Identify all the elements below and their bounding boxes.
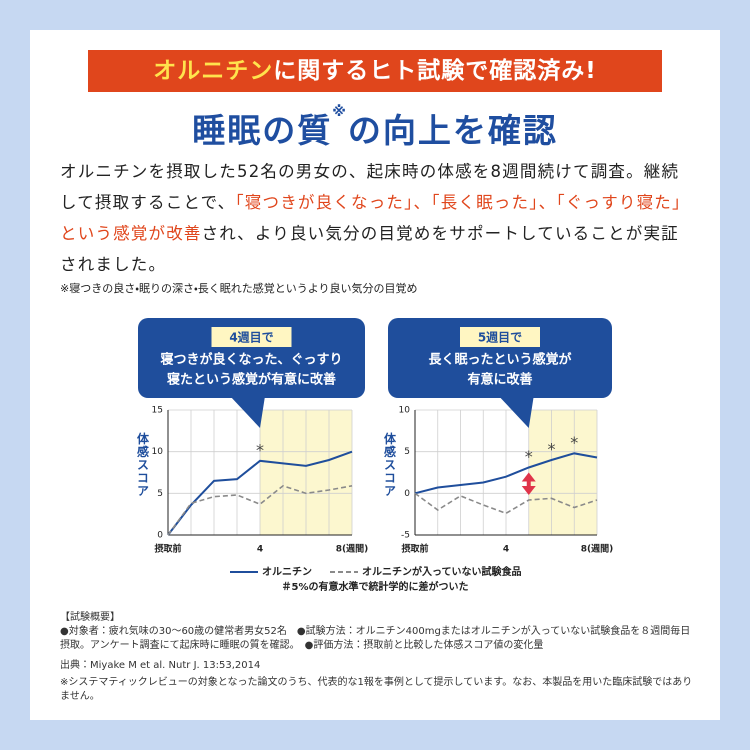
text-segment: 睡眠の質	[192, 111, 333, 150]
significance-mark: *	[548, 440, 556, 459]
summary-text: ●対象者：疲れ気味の30～60歳の健常者男女52名 ●試験方法：オルニチン400…	[60, 626, 691, 651]
significance-mark: *	[256, 440, 264, 459]
difference-arrow-head	[521, 472, 536, 482]
legend-label: オルニチンが入っていない試験食品	[362, 565, 522, 578]
series-line	[167, 450, 353, 536]
text-segment: 「寝つきが良くなった」、「長く眠った」、「ぐっすり寝た」という感覚が改善	[60, 193, 690, 243]
text-segment: され、より良い気分の目覚めをサポートしていることが実証されました。	[60, 224, 679, 274]
significance-mark: *	[525, 447, 533, 466]
x-tick-label: 摂取前	[401, 543, 428, 555]
callout-heading-box	[460, 327, 540, 347]
y-tick-label: 0	[404, 489, 410, 499]
callout-box	[388, 318, 612, 398]
callout-text: 寝つきが良くなった、ぐっすり	[160, 352, 342, 368]
body-text: オルニチンを摂取した52名の男女の、起床時の体感を8週間続けて調査。継続して摂取…	[60, 156, 694, 280]
y-tick-label: 5	[404, 447, 410, 457]
series-line	[414, 452, 598, 495]
y-tick-label: 5	[157, 489, 163, 499]
legend-label: オルニチン	[262, 566, 312, 578]
significance-mark: *	[570, 433, 578, 452]
text-segment: オルニチンを摂取した52名の男女の、起床時の体感を8週間続けて調査。継続して摂取…	[60, 162, 680, 212]
difference-arrow-head	[521, 486, 536, 495]
footnote: ※システマティックレビューの対象となった論文のうち、代表的な1報を事例として提示…	[60, 677, 693, 702]
x-tick-label: 8(週間)	[581, 544, 614, 555]
callout-text: 寝たという感覚が有意に改善	[167, 372, 336, 388]
callout-heading: 4週目で	[229, 330, 273, 345]
y-tick-label: 10	[399, 406, 411, 416]
headline: 睡眠の質※の向上を確認	[30, 104, 720, 152]
y-tick-label: 0	[157, 531, 163, 541]
source: 出典：Miyake M et al. Nutr J. 13:53,2014	[60, 660, 261, 671]
shaded-region	[528, 410, 597, 535]
text-segment: オルニチン	[153, 58, 274, 84]
body-note: ※寝つきの良さ・眠りの深さ・長く眠れた感覚というより良い気分の目覚め	[60, 282, 418, 295]
summary-heading: 【試験概要】	[60, 612, 120, 623]
callout-text: 有意に改善	[467, 372, 532, 388]
callout-pointer	[230, 396, 265, 428]
callout-box	[138, 318, 365, 398]
y-tick-label: -5	[401, 531, 410, 541]
x-tick-label: 8(週間)	[336, 544, 369, 555]
callout-heading: 5週目で	[478, 330, 522, 345]
y-tick-label: 15	[152, 406, 163, 416]
text-segment: ※	[332, 104, 348, 120]
y-tick-label: 10	[152, 447, 164, 457]
text-segment: に関するヒト試験で確認済み!	[273, 58, 597, 84]
x-tick-label: 4	[257, 545, 263, 555]
y-axis-label: 体感スコア	[383, 431, 397, 497]
series-line	[414, 492, 598, 515]
text-segment: の向上を確認	[347, 111, 558, 150]
legend-note: ＃5%の有意水準で統計学的に差がついた	[282, 580, 469, 593]
callout-pointer	[498, 396, 534, 428]
series-line	[167, 484, 353, 536]
callout-text: 長く眠ったという感覚が	[428, 352, 571, 368]
x-tick-label: 摂取前	[154, 543, 181, 555]
callout-heading-box	[211, 327, 292, 347]
summary: 【試験概要】 ●対象者：疲れ気味の30～60歳の健常者男女52名 ●試験方法：オル…	[60, 611, 696, 653]
banner: オルニチンに関するヒト試験で確認済み!	[88, 50, 662, 92]
x-tick-label: 4	[503, 545, 509, 555]
y-axis-label: 体感スコア	[136, 431, 150, 497]
